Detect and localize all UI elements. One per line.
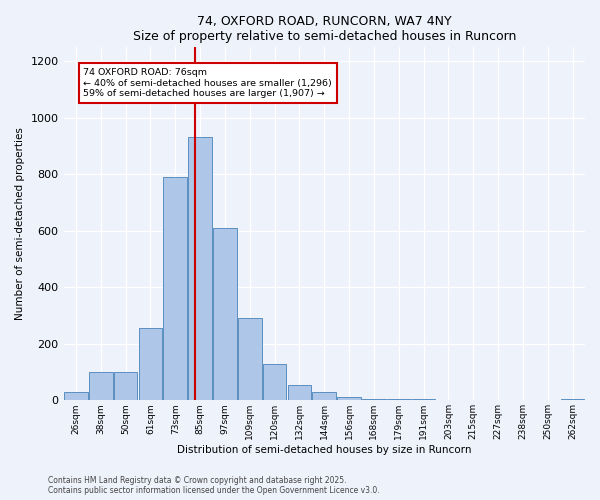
- Bar: [89, 372, 113, 400]
- Bar: [213, 228, 237, 400]
- Bar: [163, 177, 187, 400]
- Bar: [337, 398, 361, 400]
- Text: 74 OXFORD ROAD: 76sqm
← 40% of semi-detached houses are smaller (1,296)
59% of s: 74 OXFORD ROAD: 76sqm ← 40% of semi-deta…: [83, 68, 332, 98]
- Bar: [238, 318, 262, 400]
- Bar: [188, 138, 212, 400]
- Bar: [139, 328, 162, 400]
- Title: 74, OXFORD ROAD, RUNCORN, WA7 4NY
Size of property relative to semi-detached hou: 74, OXFORD ROAD, RUNCORN, WA7 4NY Size o…: [133, 15, 516, 43]
- Bar: [387, 399, 410, 400]
- Bar: [64, 392, 88, 400]
- Bar: [287, 384, 311, 400]
- X-axis label: Distribution of semi-detached houses by size in Runcorn: Distribution of semi-detached houses by …: [177, 445, 472, 455]
- Y-axis label: Number of semi-detached properties: Number of semi-detached properties: [15, 127, 25, 320]
- Text: Contains HM Land Registry data © Crown copyright and database right 2025.
Contai: Contains HM Land Registry data © Crown c…: [48, 476, 380, 495]
- Bar: [362, 399, 386, 400]
- Bar: [263, 364, 286, 401]
- Bar: [313, 392, 336, 400]
- Bar: [561, 399, 584, 400]
- Bar: [114, 372, 137, 400]
